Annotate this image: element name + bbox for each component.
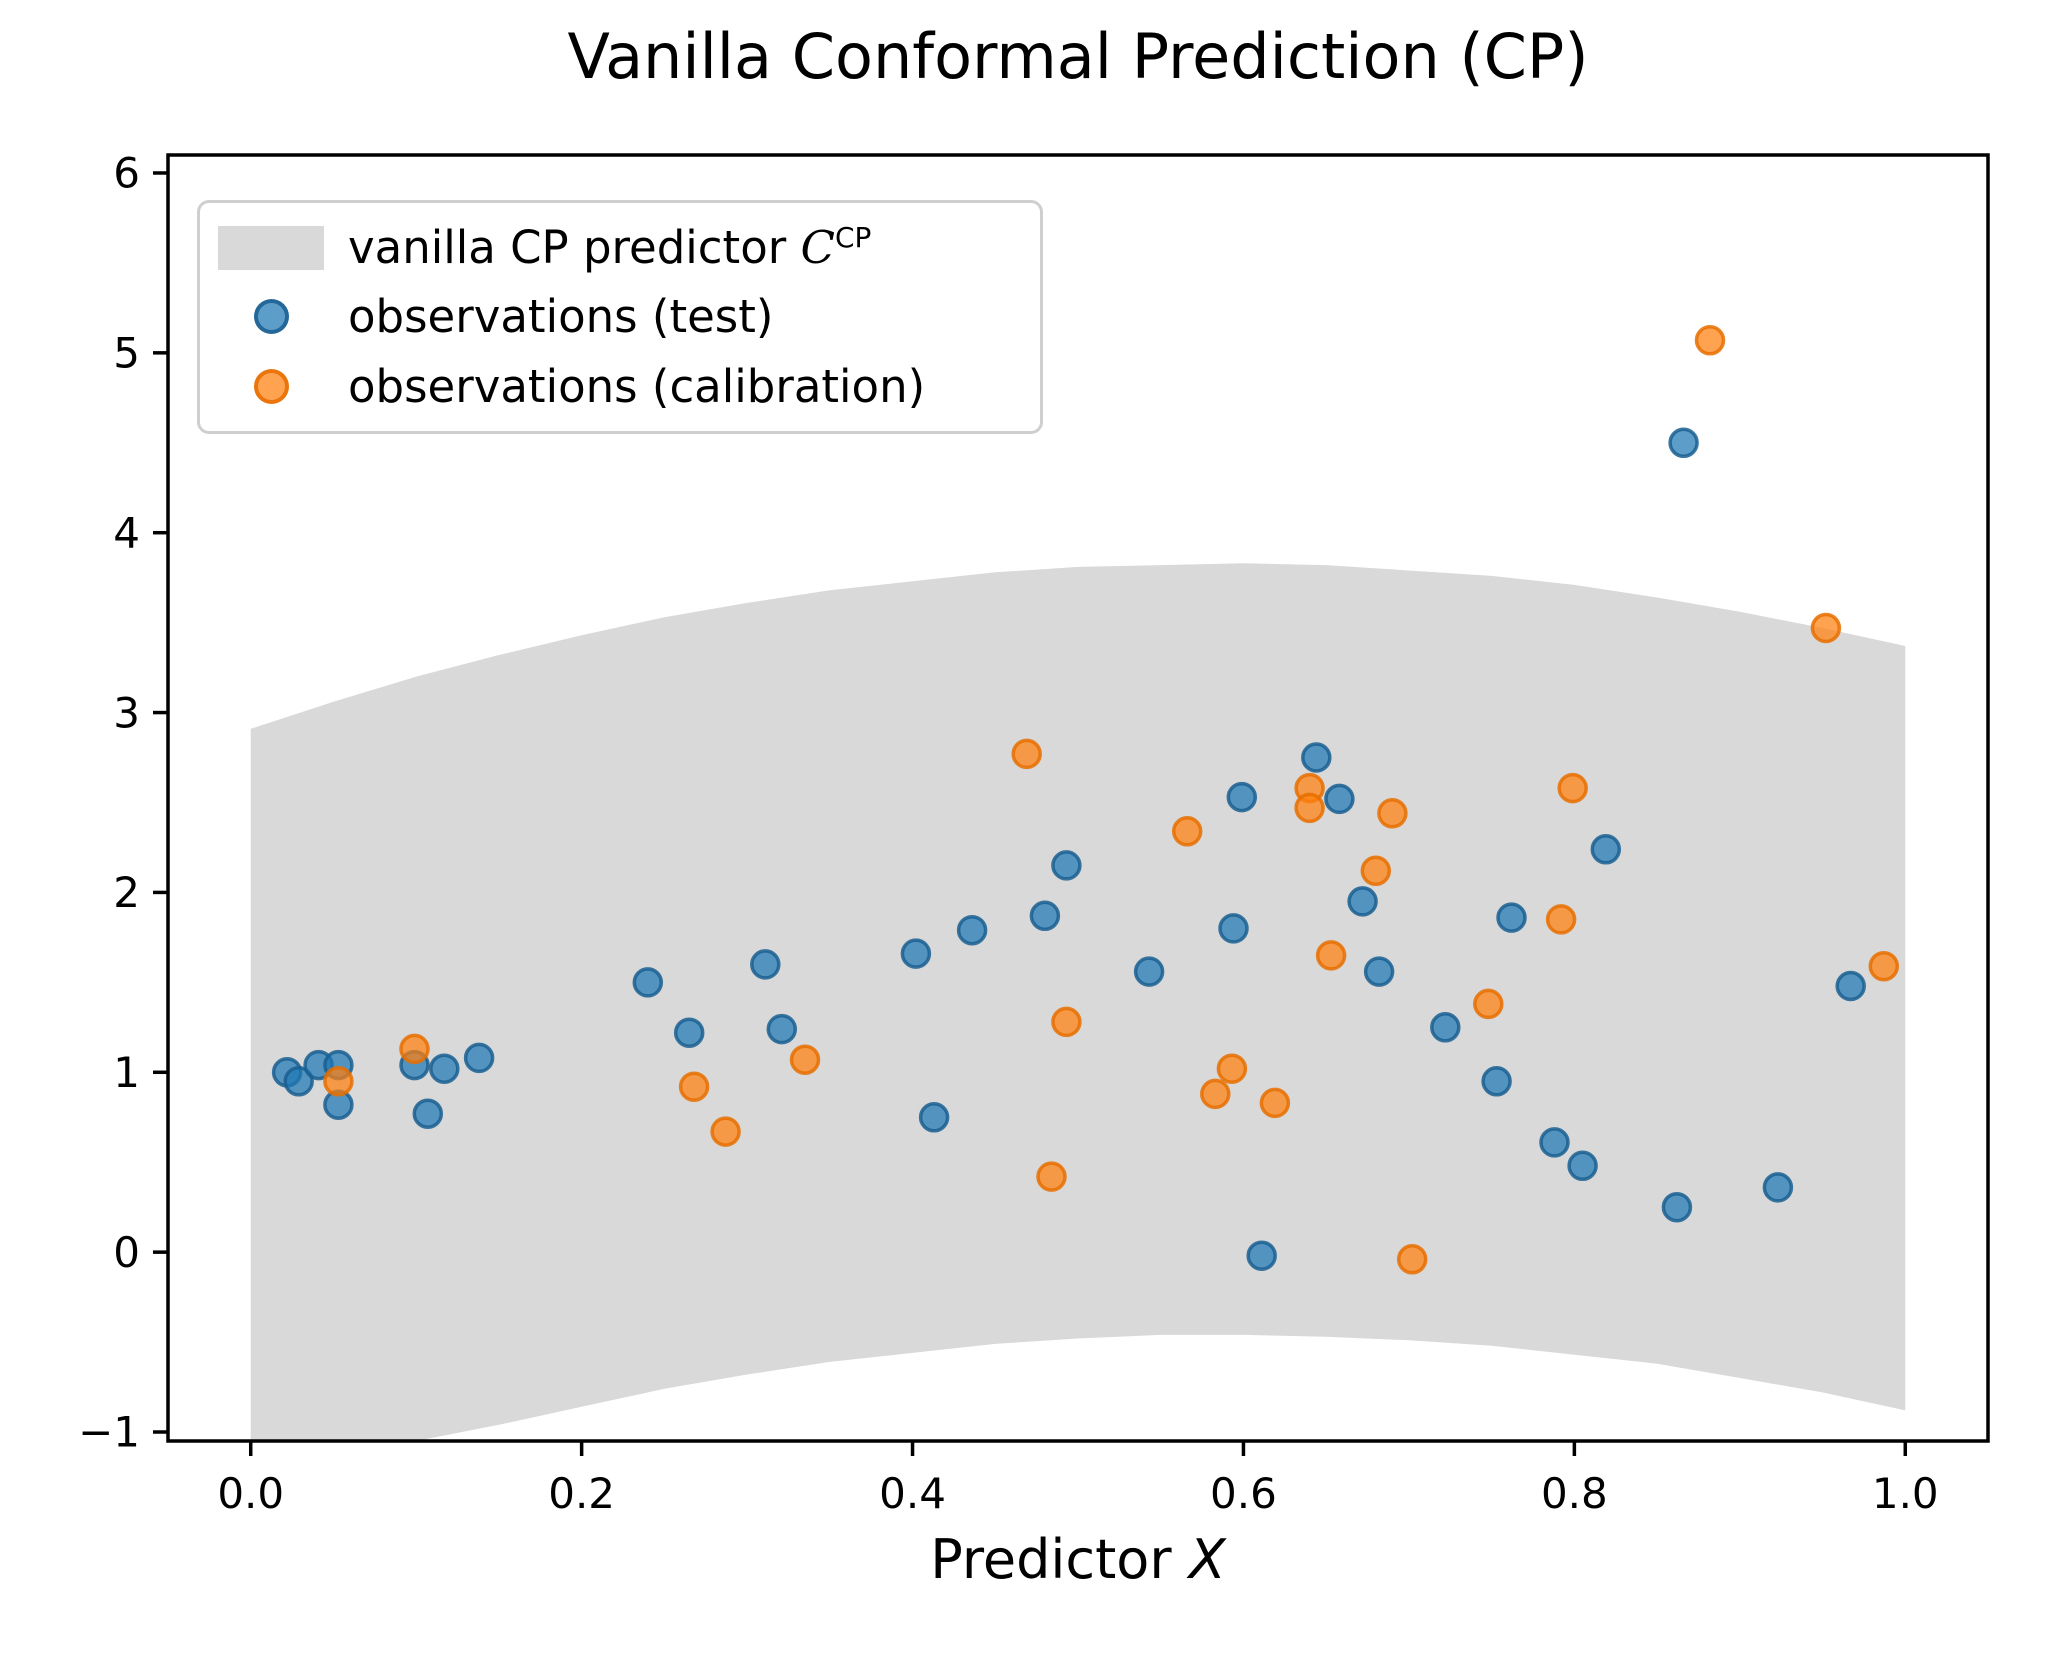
- test-point: [1668, 427, 1699, 459]
- test-point: [1226, 781, 1258, 813]
- x-tick-label: 0.6: [1210, 1469, 1277, 1518]
- cp-band-layer: [250, 563, 1906, 1441]
- test-point: [1539, 1127, 1570, 1158]
- test-point: [1029, 900, 1061, 932]
- test-point: [1590, 834, 1622, 865]
- scatter-points-layer: [271, 325, 1900, 1275]
- calibration-point: [710, 1116, 741, 1147]
- axes-layer: 0.0 0.2 0.4 0.6 0.8 1.0 −1 0 1 2 3 4 5 6: [78, 149, 1990, 1518]
- calibration-point: [1171, 816, 1203, 847]
- calibration-point: [1377, 798, 1408, 829]
- test-point: [673, 1017, 705, 1048]
- calibration-point: [1694, 325, 1726, 356]
- legend-row-test: observations (test): [218, 290, 1040, 343]
- legend-row-band: vanilla CP predictor CCP: [218, 221, 1040, 274]
- y-tick-label: 3: [113, 688, 140, 737]
- y-tick-label: 6: [113, 149, 140, 198]
- test-point: [956, 914, 988, 946]
- calibration-marker-icon: [253, 368, 289, 404]
- calibration-point: [1868, 950, 1900, 982]
- calibration-point: [789, 1044, 821, 1075]
- legend-label-test: observations (test): [348, 290, 774, 344]
- x-tick-label: 0.4: [879, 1469, 946, 1518]
- y-tick-label: 4: [113, 508, 140, 557]
- calibration-point: [1259, 1087, 1291, 1119]
- calibration-marker-key: [218, 368, 324, 404]
- y-tick-label: 2: [113, 868, 140, 917]
- y-tick-label: 1: [113, 1048, 140, 1097]
- x-variable: X: [1188, 1528, 1226, 1591]
- calibration-point: [1315, 940, 1347, 971]
- calibration-point: [1216, 1053, 1248, 1084]
- test-marker-icon: [253, 299, 289, 335]
- test-point: [1246, 1240, 1277, 1271]
- legend: vanilla CP predictor CCP observations (t…: [197, 200, 1043, 434]
- calibration-point: [399, 1033, 430, 1065]
- test-point: [918, 1102, 950, 1133]
- calibration-point: [1051, 1006, 1082, 1038]
- test-point: [632, 967, 664, 998]
- calibration-point: [1473, 988, 1504, 1020]
- legend-row-calibration: observations (calibration): [218, 360, 1040, 413]
- test-point: [1661, 1191, 1693, 1223]
- test-point: [1324, 783, 1355, 815]
- test-point: [1762, 1172, 1794, 1203]
- legend-label-calibration: observations (calibration): [348, 359, 926, 413]
- calibration-point: [1294, 792, 1325, 824]
- x-tick-label: 1.0: [1872, 1469, 1939, 1518]
- test-point: [429, 1053, 460, 1084]
- mathcal-C: C: [800, 221, 835, 275]
- plot-frame: [166, 153, 1990, 1443]
- test-point: [1363, 956, 1395, 987]
- calibration-point: [1011, 738, 1042, 770]
- calibration-point: [323, 1066, 354, 1097]
- legend-label-band: vanilla CP predictor CCP: [348, 221, 872, 275]
- test-marker-key: [218, 299, 324, 335]
- chart-title: Vanilla Conformal Prediction (CP): [567, 20, 1589, 93]
- y-tick-label: 0: [113, 1228, 140, 1277]
- test-point: [1051, 850, 1082, 881]
- y-tick-label: −1: [78, 1408, 140, 1457]
- test-point: [1218, 913, 1249, 944]
- band-swatch-key: [218, 225, 324, 270]
- calibration-point: [1036, 1161, 1067, 1192]
- test-point: [1481, 1066, 1512, 1097]
- x-tick-label: 0.2: [548, 1469, 615, 1518]
- test-point: [1133, 956, 1165, 987]
- test-point: [1430, 1012, 1461, 1043]
- calibration-point: [1360, 855, 1392, 887]
- test-point: [1567, 1150, 1598, 1182]
- calibration-point: [1200, 1078, 1231, 1110]
- calibration-point: [678, 1071, 710, 1102]
- test-point: [766, 1013, 798, 1045]
- test-point: [283, 1066, 314, 1097]
- test-point: [463, 1042, 495, 1074]
- y-tick-label: 5: [113, 329, 140, 378]
- test-point: [1301, 742, 1332, 773]
- calibration-point: [1545, 904, 1577, 935]
- cp-band: [250, 563, 1906, 1441]
- test-point: [750, 949, 781, 980]
- test-point: [1347, 886, 1378, 917]
- test-point: [1835, 970, 1866, 1002]
- calibration-point: [1810, 612, 1842, 644]
- x-tick-label: 0.0: [217, 1469, 284, 1518]
- test-point: [412, 1098, 444, 1129]
- x-tick-label: 0.8: [1541, 1469, 1608, 1518]
- cp-band-swatch: [218, 225, 324, 270]
- calibration-point: [1557, 772, 1588, 804]
- calibration-point: [1396, 1244, 1428, 1275]
- test-point: [900, 938, 932, 969]
- test-point: [1496, 902, 1527, 933]
- x-axis-label: Predictor X: [930, 1528, 1226, 1591]
